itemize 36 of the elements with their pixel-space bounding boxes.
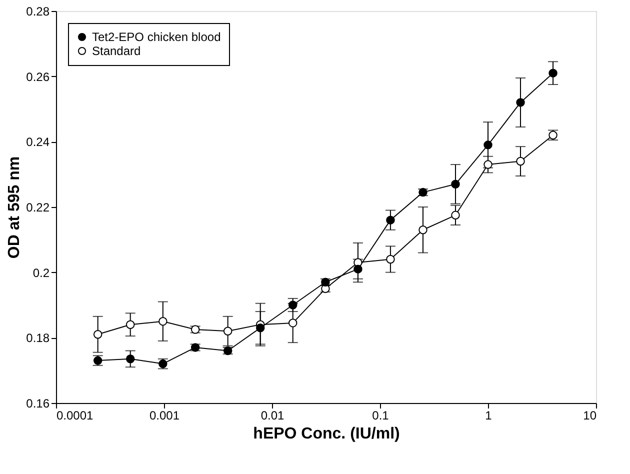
y-tick-label: 0.28 xyxy=(26,4,50,18)
y-axis-title: OD at 595 nm xyxy=(6,156,24,259)
x-tick-label: 0.001 xyxy=(149,408,180,422)
point xyxy=(451,180,460,188)
x-axis-title: hEPO Conc. (IU/ml) xyxy=(253,426,400,442)
x-tick-label: 0.1 xyxy=(372,408,390,422)
y-tick-label: 0.2 xyxy=(32,266,50,280)
point xyxy=(484,160,492,169)
point xyxy=(516,98,525,107)
point xyxy=(548,68,558,78)
point xyxy=(484,140,492,150)
point xyxy=(93,330,102,339)
point xyxy=(516,156,525,166)
y-tick-label: 0.16 xyxy=(26,396,50,410)
legend-label: Tet2-EPO chicken blood xyxy=(92,30,221,44)
y-tick-label: 0.22 xyxy=(26,200,50,214)
point xyxy=(256,324,265,332)
x-tick-label: 0.01 xyxy=(260,408,284,422)
point xyxy=(223,326,232,336)
y-tick-label: 0.18 xyxy=(26,331,50,346)
legend-label: Standard xyxy=(92,44,141,58)
point xyxy=(126,320,135,329)
point xyxy=(354,264,362,274)
y-tick-label: 0.24 xyxy=(26,135,50,150)
y-tick-label: 0.26 xyxy=(26,70,50,84)
x-tick-label: 1 xyxy=(485,408,492,422)
x-tick-label: 0.0001 xyxy=(56,408,94,422)
point xyxy=(126,354,135,364)
point xyxy=(386,216,395,224)
point xyxy=(451,210,460,220)
point xyxy=(288,300,298,310)
x-tick-label: 10 xyxy=(583,408,597,422)
point xyxy=(288,318,298,328)
point xyxy=(158,316,168,326)
point xyxy=(418,226,428,234)
point xyxy=(386,254,395,264)
